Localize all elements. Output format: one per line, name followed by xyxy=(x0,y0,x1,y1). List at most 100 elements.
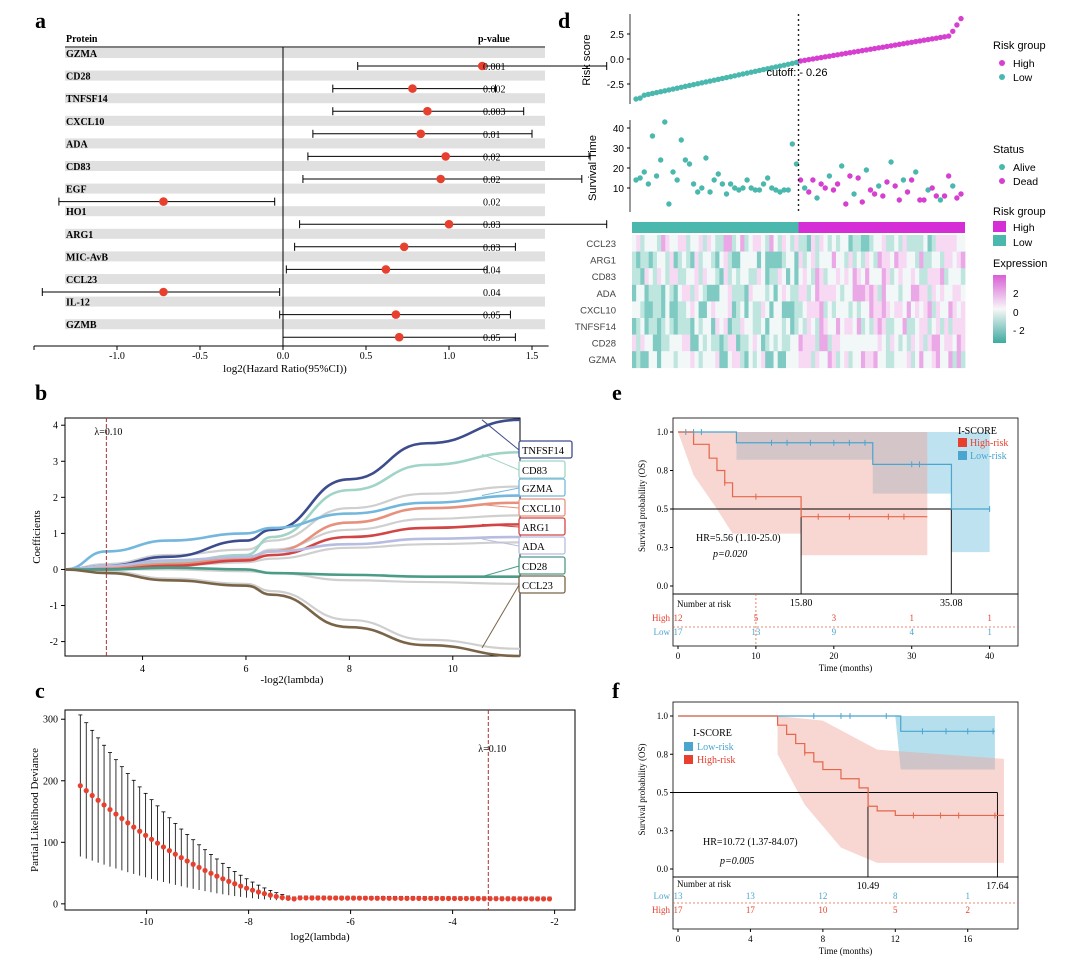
heatmap-cell xyxy=(827,268,833,286)
heatmap-cell xyxy=(831,268,837,286)
heatmap-cell xyxy=(702,301,708,319)
heatmap-cell xyxy=(761,301,766,319)
heatmap-cell xyxy=(819,318,824,335)
heatmap-cell xyxy=(844,235,849,252)
heatmap-cell xyxy=(902,251,908,269)
heatmap-cell xyxy=(885,251,891,269)
heatmap-cell xyxy=(869,251,874,269)
lasso-deviance-panel: 0 100 200 300 -10 -8 -6 -4 -2 log2(lambda) Partial… xyxy=(29,709,576,943)
heatmap-cell xyxy=(669,301,675,319)
heatmap-cell xyxy=(944,268,949,286)
heatmap-cell xyxy=(865,235,870,252)
heatmap-cell xyxy=(798,318,804,335)
surv-point-status xyxy=(900,177,907,183)
heatmap-cell xyxy=(931,251,937,269)
heatmap-cell xyxy=(636,235,641,252)
heatmap-cell xyxy=(890,251,895,269)
heatmap-cell xyxy=(815,351,820,369)
km-risk-count: 12 xyxy=(674,613,683,623)
forest-row-label: ADA xyxy=(66,139,88,150)
heatmap-cell xyxy=(777,235,783,252)
heatmap-cell xyxy=(648,318,654,335)
forest-pvalue: 0.02 xyxy=(483,198,501,209)
heatmap-cell xyxy=(748,284,754,302)
forest-pvalue: 0.03 xyxy=(483,243,501,254)
heatmap-cell xyxy=(727,235,733,252)
km-curve-low xyxy=(678,715,995,732)
heatmap-cell xyxy=(902,318,908,335)
heatmap-cell xyxy=(877,235,883,252)
forest-row-label: CCL23 xyxy=(66,275,97,286)
heatmap-cell xyxy=(673,351,679,369)
heatmap-cell xyxy=(906,268,912,286)
heatmap-cell xyxy=(748,268,754,286)
heatmap-cell xyxy=(690,318,695,335)
surv-point-alive xyxy=(707,189,713,195)
risk-point-high xyxy=(925,36,931,43)
dev-point xyxy=(481,896,487,902)
heatmap-cell xyxy=(819,351,824,369)
heatmap-cell xyxy=(723,268,729,286)
heatmap-cell xyxy=(810,284,816,302)
panel-letter-f: f xyxy=(612,678,620,703)
heatmap-cell xyxy=(632,334,637,352)
heatmap-cell xyxy=(848,351,854,369)
heatmap-cell xyxy=(656,318,662,335)
dev-point xyxy=(243,885,250,891)
heatmap-cell xyxy=(852,235,858,252)
dev-point xyxy=(540,896,547,902)
surv-point-status xyxy=(867,187,874,193)
heatmap-cell xyxy=(632,235,637,252)
km-risk-count: 9 xyxy=(832,627,837,637)
heatmap-cell xyxy=(810,235,816,252)
heatmap-cell xyxy=(873,351,878,369)
km-y-tick-label: 1.0 xyxy=(657,427,669,437)
risk-point-low xyxy=(756,67,763,74)
km-x-tick-label: 12 xyxy=(891,934,900,944)
heatmap-cell xyxy=(694,301,699,319)
heatmap-cell xyxy=(819,251,824,269)
dev-point xyxy=(546,896,553,902)
heatmap-row-label: GZMA xyxy=(589,355,617,366)
heatmap-cell xyxy=(860,284,866,302)
dev-point xyxy=(505,896,511,902)
heatmap-cell xyxy=(773,318,779,335)
heatmap-cell xyxy=(940,251,945,269)
km-x-tick-label: 0 xyxy=(676,651,681,661)
heatmap-cell xyxy=(873,301,878,319)
dev-point xyxy=(119,815,125,822)
heatmap-cell xyxy=(740,251,745,269)
heatmap-cell xyxy=(865,284,870,302)
risk-y-axis-title: Risk score xyxy=(581,34,593,85)
heatmap-cell xyxy=(802,235,808,252)
dev-point xyxy=(101,802,107,808)
legend-alive-label: Alive xyxy=(1013,162,1036,174)
dev-point xyxy=(327,895,333,901)
heatmap-cell xyxy=(823,284,829,302)
heatmap-cell xyxy=(702,334,708,352)
heatmap-cell xyxy=(835,334,841,352)
forest-row-label: EGF xyxy=(66,185,87,196)
heatmap-cell xyxy=(827,235,833,252)
dev-point xyxy=(487,896,493,902)
heatmap-cell xyxy=(715,235,720,252)
dev-point xyxy=(475,896,481,902)
heatmap-cell xyxy=(823,235,829,252)
surv-point-status xyxy=(822,185,828,191)
risk-point-high xyxy=(900,40,907,47)
heatmap-cell xyxy=(873,235,878,252)
dev-point xyxy=(517,896,523,902)
heatmap-cell xyxy=(860,235,866,252)
heatmap-cell xyxy=(786,235,791,252)
coef-path-gzma xyxy=(64,494,521,571)
heatmap-cell xyxy=(648,268,654,286)
km-median-low-label: 17.64 xyxy=(986,881,1009,892)
heatmap-cell xyxy=(694,318,699,335)
coef-y-tick-label: -1 xyxy=(50,601,58,612)
heatmap-cell xyxy=(727,318,733,335)
heatmap-cell xyxy=(756,318,762,335)
heatmap-cell xyxy=(636,334,641,352)
surv-point-alive xyxy=(789,141,796,147)
heatmap-row-label: CD28 xyxy=(592,339,616,350)
coef-path-other xyxy=(64,568,521,650)
